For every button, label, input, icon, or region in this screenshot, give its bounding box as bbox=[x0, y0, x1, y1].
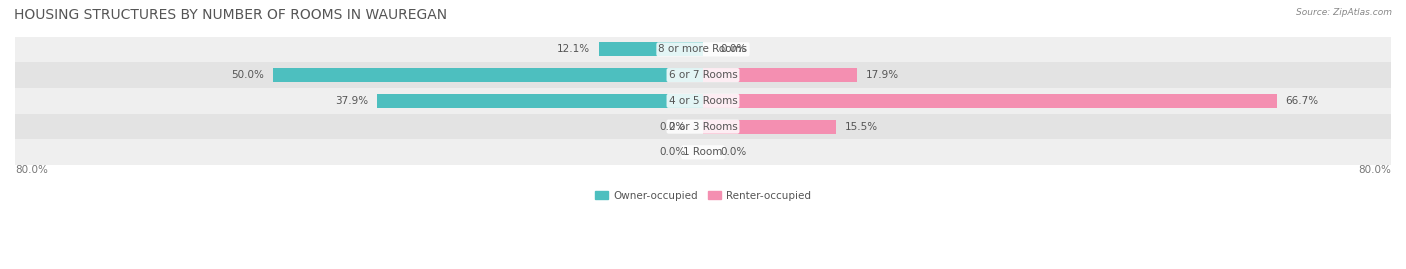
Text: 0.0%: 0.0% bbox=[720, 147, 747, 157]
Text: 0.0%: 0.0% bbox=[720, 44, 747, 54]
Text: 8 or more Rooms: 8 or more Rooms bbox=[658, 44, 748, 54]
Text: 1 Room: 1 Room bbox=[683, 147, 723, 157]
Bar bbox=[15, 114, 1391, 139]
Bar bbox=[703, 94, 1277, 108]
Text: 4 or 5 Rooms: 4 or 5 Rooms bbox=[669, 96, 737, 106]
Text: Source: ZipAtlas.com: Source: ZipAtlas.com bbox=[1296, 8, 1392, 17]
Text: 37.9%: 37.9% bbox=[336, 96, 368, 106]
Bar bbox=[15, 62, 1391, 88]
Text: 0.0%: 0.0% bbox=[659, 147, 686, 157]
Text: 66.7%: 66.7% bbox=[1285, 96, 1319, 106]
Text: 50.0%: 50.0% bbox=[232, 70, 264, 80]
Text: HOUSING STRUCTURES BY NUMBER OF ROOMS IN WAUREGAN: HOUSING STRUCTURES BY NUMBER OF ROOMS IN… bbox=[14, 8, 447, 22]
Text: 6 or 7 Rooms: 6 or 7 Rooms bbox=[669, 70, 737, 80]
Bar bbox=[273, 68, 703, 82]
Legend: Owner-occupied, Renter-occupied: Owner-occupied, Renter-occupied bbox=[591, 187, 815, 205]
Text: 2 or 3 Rooms: 2 or 3 Rooms bbox=[669, 122, 737, 132]
Bar bbox=[703, 119, 837, 134]
Text: 12.1%: 12.1% bbox=[557, 44, 591, 54]
Bar bbox=[15, 88, 1391, 114]
Bar bbox=[599, 42, 703, 56]
Text: 0.0%: 0.0% bbox=[659, 122, 686, 132]
Bar bbox=[15, 139, 1391, 165]
Bar bbox=[703, 68, 856, 82]
Bar bbox=[377, 94, 703, 108]
Text: 80.0%: 80.0% bbox=[15, 165, 48, 175]
Text: 15.5%: 15.5% bbox=[845, 122, 877, 132]
Text: 80.0%: 80.0% bbox=[1358, 165, 1391, 175]
Bar bbox=[15, 37, 1391, 62]
Text: 17.9%: 17.9% bbox=[866, 70, 898, 80]
